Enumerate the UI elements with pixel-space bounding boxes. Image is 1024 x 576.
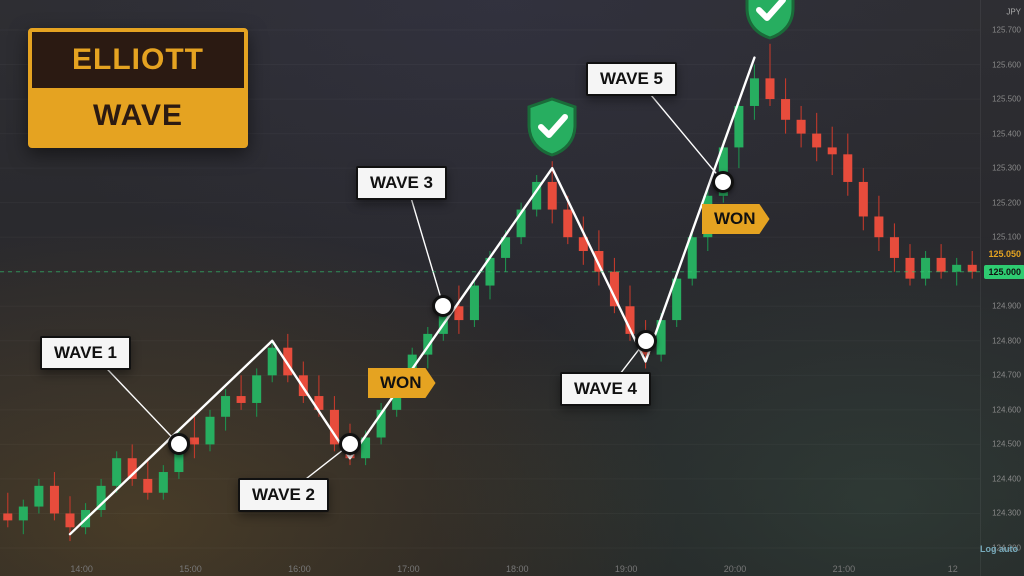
wave-label-1: WAVE 1 (40, 336, 131, 370)
won-badge-2: WON (702, 204, 770, 234)
title-row-0: ELLIOTT (32, 32, 244, 88)
axis-mode-label: Log auto (980, 544, 1018, 554)
won-badge-1: WON (368, 368, 436, 398)
title-row-1: WAVE (32, 88, 244, 144)
wave-label-3: WAVE 3 (356, 166, 447, 200)
wave-node-1 (168, 433, 190, 455)
wave-node-4 (635, 330, 657, 352)
wave-label-5: WAVE 5 (586, 62, 677, 96)
shield-check-icon (743, 0, 797, 40)
title-card: ELLIOTTWAVE (28, 28, 248, 148)
wave-label-4: WAVE 4 (560, 372, 651, 406)
shield-check-icon (525, 97, 579, 157)
wave-label-2: WAVE 2 (238, 478, 329, 512)
wave-node-3 (432, 295, 454, 317)
chart-stage: 124.200124.300124.400124.500124.600124.7… (0, 0, 1024, 576)
wave-node-5 (712, 171, 734, 193)
wave-node-2 (339, 433, 361, 455)
